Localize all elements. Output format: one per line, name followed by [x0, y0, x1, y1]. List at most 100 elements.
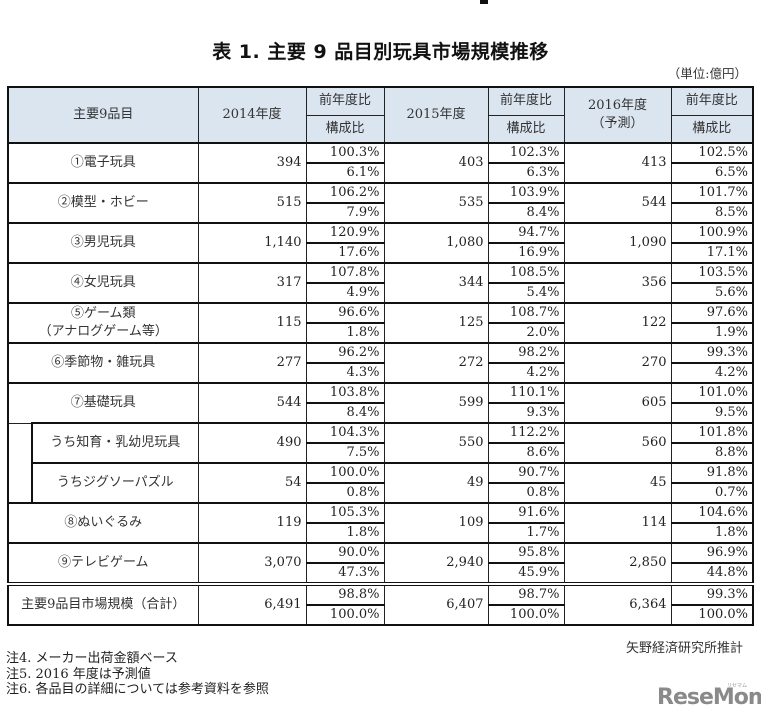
- yoy-2015: 94.7%: [487, 222, 565, 244]
- yoy-2016: 103.5%: [670, 262, 754, 284]
- value-2015: 550: [383, 422, 489, 464]
- share-2014: 1.8%: [305, 322, 385, 344]
- row-name: ⑤ゲーム類 （アナログゲーム等）: [7, 302, 199, 344]
- yoy-2016: 102.5%: [670, 142, 754, 164]
- table-row-share: 0.8% 0.8% 0.7%: [8, 482, 754, 504]
- value-2016: 356: [563, 262, 672, 304]
- value-2016: 560: [563, 422, 672, 464]
- yoy-2016: 99.3%: [670, 342, 754, 364]
- yoy-2015: 112.2%: [487, 422, 565, 444]
- yoy-2016: 97.6%: [670, 302, 754, 324]
- row-name: ⑨テレビゲーム: [7, 542, 199, 585]
- yoy-2016: 104.6%: [670, 502, 754, 524]
- yoy-2014: 100.3%: [305, 142, 385, 164]
- value-2015: 403: [383, 142, 489, 184]
- value-2016: 45: [563, 462, 672, 504]
- row-name: ⑦基礎玩具: [7, 382, 199, 424]
- value-2015: 109: [383, 502, 489, 544]
- share-2014: 47.3%: [305, 562, 385, 585]
- indent-spacer: [7, 423, 33, 463]
- yoy-2015: 108.5%: [487, 262, 565, 284]
- yoy-2015: 95.8%: [487, 542, 565, 564]
- share-2015: 8.6%: [487, 442, 565, 464]
- table-row-share: 8.4% 9.3% 9.5%: [8, 402, 754, 424]
- yoy-2015: 91.6%: [487, 502, 565, 524]
- yoy-2016: 100.9%: [670, 222, 754, 244]
- value-2016: 6,364: [563, 582, 672, 626]
- yoy-2015: 108.7%: [487, 302, 565, 324]
- share-2015: 16.9%: [487, 242, 565, 264]
- yoy-2014: 120.9%: [305, 222, 385, 244]
- share-2014: 0.8%: [305, 482, 385, 504]
- value-2015: 1,080: [383, 222, 489, 264]
- share-2016: 9.5%: [670, 402, 754, 424]
- header-share-2015: 構成比: [487, 114, 565, 144]
- share-2014: 17.6%: [305, 242, 385, 264]
- yoy-2014: 105.3%: [305, 502, 385, 524]
- yoy-2015: 90.7%: [487, 462, 565, 484]
- note-6: 注6. 各品目の詳細については参考資料を参照: [6, 682, 269, 697]
- value-2014: 544: [197, 382, 307, 424]
- note-4: 注4. メーカー出荷金額ベース: [6, 651, 178, 666]
- share-2014: 1.8%: [305, 522, 385, 544]
- yoy-2015: 98.7%: [487, 582, 565, 606]
- share-2015: 8.4%: [487, 202, 565, 224]
- yoy-2014: 98.8%: [305, 582, 385, 606]
- share-2014: 4.9%: [305, 282, 385, 304]
- table-row: ⑦基礎玩具 544 103.8% 599 110.1% 605 101.0%: [7, 382, 754, 424]
- resemom-logo: ReseMom: [657, 685, 761, 710]
- yoy-2014: 100.0%: [305, 462, 385, 484]
- table-row: ⑥季節物・雑玩具 277 96.2% 272 98.2% 270 99.3%: [7, 342, 754, 384]
- header-yoy-2015: 前年度比: [487, 86, 565, 116]
- yoy-2014: 96.6%: [305, 302, 385, 324]
- value-2015: 6,407: [383, 582, 489, 626]
- table-row: うちジグソーパズル 54 100.0% 49 90.7% 45 91.8%: [7, 462, 754, 504]
- table-row: ①電子玩具 394 100.3% 403 102.3% 413 102.5%: [7, 142, 754, 184]
- table-row-share: 1.8% 2.0% 1.9%: [8, 322, 754, 344]
- share-2014: 6.1%: [305, 162, 385, 184]
- value-2016: 2,850: [563, 542, 672, 585]
- share-2015: 4.2%: [487, 362, 565, 384]
- share-2016: 1.9%: [670, 322, 754, 344]
- table-row: ⑧ぬいぐるみ 119 105.3% 109 91.6% 114 104.6%: [7, 502, 754, 544]
- yoy-2015: 103.9%: [487, 182, 565, 204]
- value-2015: 272: [383, 342, 489, 384]
- value-2014: 317: [197, 262, 307, 304]
- share-2016: 0.7%: [670, 482, 754, 504]
- share-2015: 45.9%: [487, 562, 565, 585]
- share-2015: 0.8%: [487, 482, 565, 504]
- share-2016: 1.8%: [670, 522, 754, 544]
- row-name: うち知育・乳幼児玩具: [31, 422, 199, 464]
- yoy-2015: 98.2%: [487, 342, 565, 364]
- table-row: ②模型・ホビー 515 106.2% 535 103.9% 544 101.7%: [7, 182, 754, 224]
- table-row: ⑤ゲーム類 （アナログゲーム等） 115 96.6% 125 108.7% 122 …: [7, 302, 754, 344]
- share-2016: 8.8%: [670, 442, 754, 464]
- value-2015: 535: [383, 182, 489, 224]
- table-row-share: 100.0% 100.0% 100.0%: [8, 604, 754, 626]
- value-2016: 270: [563, 342, 672, 384]
- header-2016: 2016年度 （予測）: [563, 86, 672, 144]
- share-2014: 7.9%: [305, 202, 385, 224]
- value-2015: 125: [383, 302, 489, 344]
- share-2016: 100.0%: [670, 604, 754, 626]
- yoy-2016: 101.8%: [670, 422, 754, 444]
- value-2015: 599: [383, 382, 489, 424]
- table-title: 表 1. 主要 9 品目別玩具市場規模推移: [212, 41, 549, 63]
- yoy-2014: 103.8%: [305, 382, 385, 404]
- row-name: ⑥季節物・雑玩具: [7, 342, 199, 384]
- share-2016: 17.1%: [670, 242, 754, 264]
- share-2015: 9.3%: [487, 402, 565, 424]
- value-2014: 6,491: [197, 582, 307, 626]
- value-2015: 49: [383, 462, 489, 504]
- value-2014: 277: [197, 342, 307, 384]
- row-name: ⑧ぬいぐるみ: [7, 502, 199, 544]
- header-yoy-2014: 前年度比: [305, 86, 385, 116]
- yoy-2016: 96.9%: [670, 542, 754, 564]
- cropped-mark: [480, 0, 488, 4]
- value-2014: 490: [197, 422, 307, 464]
- table-row-share: 4.3% 4.2% 4.2%: [8, 362, 754, 384]
- value-2015: 2,940: [383, 542, 489, 585]
- row-name: ③男児玩具: [7, 222, 199, 264]
- row-name: ①電子玩具: [7, 142, 199, 184]
- yoy-2014: 90.0%: [305, 542, 385, 564]
